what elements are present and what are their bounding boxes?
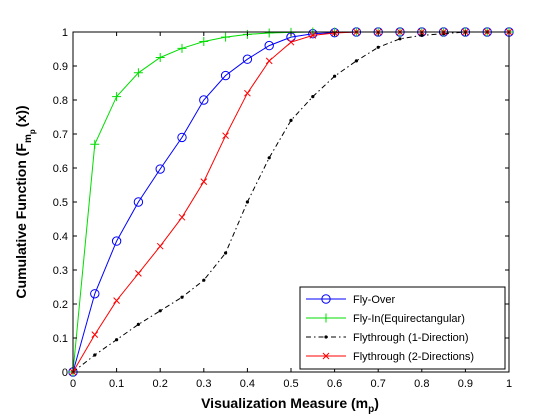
data-point-flythrough-1-direction [180, 295, 184, 299]
y-axis-title-main: Cumulative Function (F [13, 143, 29, 299]
data-point-flythrough-2-directions [244, 89, 251, 97]
data-point-fly-in-equirectangular [221, 32, 231, 42]
y-axis-title-tail: (x)) [13, 105, 29, 127]
x-axis-title-main: Visualization Measure (m [201, 395, 368, 411]
y-tick-label: 0.9 [53, 61, 68, 73]
data-point-fly-in-equirectangular [155, 53, 165, 62]
data-point-flythrough-1-direction [136, 322, 140, 326]
data-point-flythrough-1-direction [267, 156, 271, 160]
x-tick-label: 0.7 [371, 378, 386, 390]
x-axis-title-sub: p [368, 404, 374, 415]
y-axis-title-sub1: m [23, 134, 34, 143]
data-point-fly-in-equirectangular [264, 28, 274, 38]
legend-label-flythrough-1-direction: Flythrough (1-Direction) [353, 332, 469, 344]
y-tick-label: 0.4 [53, 231, 68, 243]
y-tick-label: 1 [62, 27, 68, 39]
data-point-fly-over [199, 95, 209, 105]
legend: Fly-Over Fly-In(Equirectangular) Flythroug… [299, 286, 506, 370]
data-point-flythrough-2-directions [91, 331, 99, 338]
data-point-fly-over [177, 132, 187, 143]
legend-label-flythrough-2-directions: Flythrough (2-Directions) [353, 351, 474, 363]
legend-box [299, 286, 506, 370]
legend-marker-flythrough-1-direction [324, 335, 328, 339]
data-point-flythrough-1-direction [93, 353, 97, 357]
data-point-flythrough-1-direction [224, 251, 228, 255]
y-tick-label: 0.2 [53, 299, 68, 311]
x-axis-title: Visualization Measure (mp) [201, 395, 379, 415]
x-tick-label: 1 [506, 378, 512, 390]
data-point-flythrough-1-direction [398, 37, 402, 41]
data-point-fly-in-equirectangular [112, 92, 122, 102]
axes-layer: 0 0.1 0.2 0.3 0.4 0.5 0.6 0.7 0.8 0.9 1 0 0.1 0.2 0.3 0… [53, 27, 512, 390]
data-point-fly-over [133, 197, 144, 207]
data-point-flythrough-1-direction [158, 309, 162, 313]
data-point-flythrough-1-direction [354, 59, 358, 63]
x-tick-label: 0.4 [240, 378, 255, 390]
x-tick-label: 0.6 [327, 378, 342, 390]
x-tick-label: 0.5 [283, 378, 298, 390]
data-point-fly-over [264, 40, 274, 51]
data-point-fly-in-equirectangular [133, 68, 143, 78]
y-axis-title-sub2: p [28, 129, 37, 134]
y-tick-label: 0 [62, 367, 68, 379]
y-tick-label: 0.7 [53, 129, 68, 141]
data-point-flythrough-2-directions [200, 178, 208, 185]
data-point-flythrough-1-direction [289, 118, 293, 122]
legend-item-fly-over: Fly-Over [306, 294, 396, 306]
data-point-flythrough-2-directions [222, 132, 229, 140]
x-tick-label: 0 [70, 378, 76, 390]
x-tick-label: 0.9 [458, 378, 473, 390]
data-point-fly-over [90, 289, 100, 299]
legend-item-fly-in-equirectangular: Fly-In(Equirectangular) [306, 313, 465, 325]
y-tick-label: 0.3 [53, 265, 68, 277]
data-point-fly-in-equirectangular [199, 37, 209, 47]
data-point-fly-over [220, 70, 231, 81]
data-point-fly-over [242, 54, 253, 64]
legend-marker-fly-over [321, 294, 331, 304]
data-point-flythrough-1-direction [245, 200, 249, 204]
x-tick-label: 0.2 [153, 378, 168, 390]
data-point-flythrough-2-directions [287, 38, 295, 46]
legend-label-fly-in-equirectangular: Fly-In(Equirectangular) [353, 313, 465, 325]
y-tick-label: 0.8 [53, 95, 68, 107]
x-tick-label: 0.1 [109, 378, 124, 390]
legend-marker-flythrough-2-directions [322, 352, 330, 360]
x-tick-label: 0.8 [414, 378, 429, 390]
x-tick-label: 0.3 [196, 378, 211, 390]
data-point-flythrough-2-directions [265, 57, 273, 65]
data-point-flythrough-1-direction [311, 95, 315, 99]
data-point-flythrough-1-direction [202, 278, 206, 282]
y-tick-label: 0.6 [53, 163, 68, 175]
y-tick-label: 0.5 [53, 197, 68, 209]
data-point-flythrough-1-direction [376, 45, 380, 49]
series-line-flythrough-1-direction [72, 31, 509, 373]
legend-marker-fly-in-equirectangular [321, 313, 331, 323]
legend-label-fly-over: Fly-Over [353, 294, 396, 306]
data-point-fly-over [111, 236, 122, 246]
data-point-fly-in-equirectangular [90, 139, 100, 149]
y-tick-label: 0.1 [53, 333, 68, 345]
data-point-flythrough-1-direction [333, 74, 337, 78]
x-axis-title-tail: ) [374, 395, 379, 411]
data-point-flythrough-2-directions [156, 242, 164, 250]
y-axis-title: Cumulative Function (Fmp (x)) [13, 105, 37, 298]
data-point-flythrough-2-directions [113, 297, 120, 304]
data-point-flythrough-1-direction [115, 338, 119, 342]
data-point-fly-over [155, 164, 165, 174]
data-point-flythrough-2-directions [178, 213, 186, 221]
legend-item-flythrough-2-directions: Flythrough (2-Directions) [306, 351, 474, 363]
data-point-flythrough-2-directions [135, 270, 142, 277]
data-point-flythrough-2-directions [309, 32, 317, 39]
data-point-fly-in-equirectangular [177, 43, 187, 53]
legend-item-flythrough-1-direction: Flythrough (1-Direction) [306, 332, 469, 344]
